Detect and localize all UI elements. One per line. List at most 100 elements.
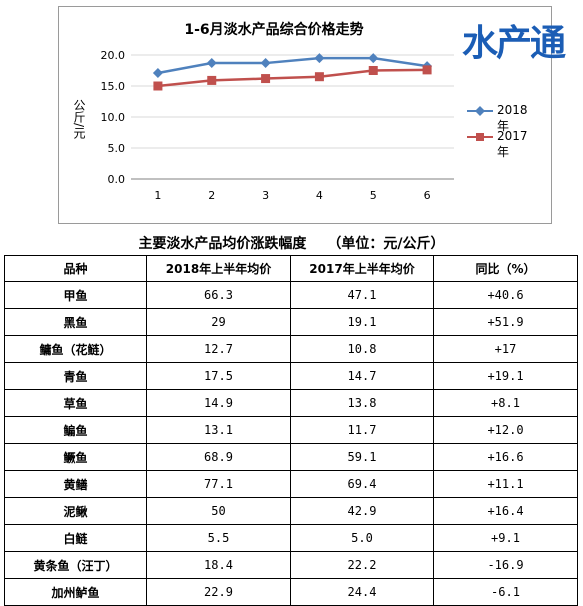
yoy-cell: -16.9 <box>433 551 578 579</box>
avg-2018-cell: 29 <box>146 308 291 336</box>
data-point-2017 <box>422 65 432 75</box>
data-point-2017 <box>368 66 378 75</box>
table-row: 鳊鱼 13.1 11.7 +12.0 <box>4 416 578 444</box>
legend-swatch-2018 <box>467 106 493 116</box>
y-tick-label: 15.0 <box>101 80 126 93</box>
table-row: 黄条鱼（汪丁） 18.4 22.2 -16.9 <box>4 551 578 579</box>
chart-title: 1-6月淡水产品综合价格走势 <box>184 22 364 38</box>
species-cell: 鳜鱼 <box>4 443 147 471</box>
legend-label-2018: 2018年 <box>497 103 528 133</box>
brand-logo: 水产通 <box>462 23 566 64</box>
y-tick-label: 10.0 <box>101 111 126 124</box>
data-point-2017 <box>207 75 217 85</box>
species-cell: 黑鱼 <box>4 308 147 336</box>
legend-label-2017: 2017年 <box>497 129 528 159</box>
avg-2018-cell: 5.5 <box>146 524 291 552</box>
species-cell: 加州鲈鱼 <box>4 578 147 606</box>
species-cell: 鳊鱼 <box>4 416 147 444</box>
yoy-cell: -6.1 <box>433 578 578 606</box>
yoy-cell: +11.1 <box>433 470 578 498</box>
species-cell: 泥鳅 <box>4 497 147 525</box>
x-tick-label: 1 <box>154 189 161 202</box>
series-line-1 <box>157 68 428 88</box>
yoy-cell: +40.6 <box>433 281 578 309</box>
x-tick-label: 3 <box>262 189 269 202</box>
avg-2018-cell: 22.9 <box>146 578 291 606</box>
x-tick-label: 2 <box>208 189 215 202</box>
species-cell: 青鱼 <box>4 362 147 390</box>
table-row: 加州鲈鱼 22.9 24.4 -6.1 <box>4 578 578 606</box>
yoy-cell: +12.0 <box>433 416 578 444</box>
x-tick-label: 5 <box>370 189 377 202</box>
table-row: 鳜鱼 68.9 59.1 +16.6 <box>4 443 578 471</box>
price-table-container: 品种 2018年上半年均价 2017年上半年均价 同比（%） 甲鱼 66.3 47.… <box>4 255 578 606</box>
species-cell: 黄条鱼（汪丁） <box>4 551 147 579</box>
avg-2018-cell: 13.1 <box>146 416 291 444</box>
data-point-2017 <box>153 81 163 91</box>
species-cell: 黄鳝 <box>4 470 147 498</box>
x-tick-label: 4 <box>316 189 323 202</box>
price-trend-chart: 0.0 5.0 10.0 15.0 20.0 1 2 3 4 5 6 1-6月淡水产品综合价格走势 … <box>58 6 552 224</box>
column-header-2017-avg: 2017年上半年均价 <box>290 255 434 282</box>
species-cell: 甲鱼 <box>4 281 147 309</box>
y-axis-label: 公斤/元 <box>72 99 86 140</box>
data-point-2018 <box>206 58 217 69</box>
avg-2017-cell: 42.9 <box>290 497 434 525</box>
yoy-cell: +17 <box>433 335 578 363</box>
data-point-2018 <box>260 58 271 69</box>
table-row: 泥鳅 50 42.9 +16.4 <box>4 497 578 525</box>
column-header-yoy: 同比（%） <box>433 255 578 282</box>
avg-2018-cell: 77.1 <box>146 470 291 498</box>
legend-swatch-2017 <box>467 133 493 141</box>
y-tick-label: 0.0 <box>108 173 126 186</box>
avg-2017-cell: 22.2 <box>290 551 434 579</box>
avg-2017-cell: 69.4 <box>290 470 434 498</box>
y-tick-label: 20.0 <box>101 49 126 62</box>
table-title: 主要淡水产品均价涨跌幅度 （单位：元/公斤） <box>138 236 445 252</box>
table-row: 鳙鱼（花鲢） 12.7 10.8 +17 <box>4 335 578 363</box>
y-tick-label: 5.0 <box>108 142 126 155</box>
yoy-cell: +9.1 <box>433 524 578 552</box>
yoy-cell: +19.1 <box>433 362 578 390</box>
avg-2017-cell: 10.8 <box>290 335 434 363</box>
table-row: 黄鳝 77.1 69.4 +11.1 <box>4 470 578 498</box>
avg-2017-cell: 5.0 <box>290 524 434 552</box>
avg-2018-cell: 50 <box>146 497 291 525</box>
table-row: 青鱼 17.5 14.7 +19.1 <box>4 362 578 390</box>
chart-canvas: 0.0 5.0 10.0 15.0 20.0 1 2 3 4 5 6 <box>101 49 454 202</box>
data-point-2018 <box>314 53 325 64</box>
avg-2018-cell: 18.4 <box>146 551 291 579</box>
table-row: 黑鱼 29 19.1 +51.9 <box>4 308 578 336</box>
yoy-cell: +16.4 <box>433 497 578 525</box>
avg-2017-cell: 14.7 <box>290 362 434 390</box>
avg-2018-cell: 12.7 <box>146 335 291 363</box>
data-point-2018 <box>368 53 379 64</box>
yoy-cell: +8.1 <box>433 389 578 417</box>
avg-2017-cell: 13.8 <box>290 389 434 417</box>
species-cell: 鳙鱼（花鲢） <box>4 335 147 363</box>
yoy-cell: +51.9 <box>433 308 578 336</box>
avg-2017-cell: 19.1 <box>290 308 434 336</box>
yoy-cell: +16.6 <box>433 443 578 471</box>
table-row: 甲鱼 66.3 47.1 +40.6 <box>4 281 578 309</box>
table-header-row: 品种 2018年上半年均价 2017年上半年均价 同比（%） <box>4 255 578 282</box>
avg-2017-cell: 24.4 <box>290 578 434 606</box>
column-header-species: 品种 <box>4 255 147 282</box>
avg-2018-cell: 17.5 <box>146 362 291 390</box>
column-header-2018-avg: 2018年上半年均价 <box>146 255 291 282</box>
avg-2018-cell: 66.3 <box>146 281 291 309</box>
data-point-2017 <box>261 74 271 84</box>
data-point-2018 <box>152 67 163 78</box>
avg-2017-cell: 47.1 <box>290 281 434 309</box>
data-point-2017 <box>314 72 324 82</box>
table-row: 草鱼 14.9 13.8 +8.1 <box>4 389 578 417</box>
x-tick-label: 6 <box>424 189 431 202</box>
table-row: 白鲢 5.5 5.0 +9.1 <box>4 524 578 552</box>
avg-2018-cell: 68.9 <box>146 443 291 471</box>
price-table: 品种 2018年上半年均价 2017年上半年均价 同比（%） 甲鱼 66.3 47.… <box>4 255 578 606</box>
avg-2017-cell: 59.1 <box>290 443 434 471</box>
series-line-0 <box>157 56 428 75</box>
species-cell: 白鲢 <box>4 524 147 552</box>
avg-2018-cell: 14.9 <box>146 389 291 417</box>
avg-2017-cell: 11.7 <box>290 416 434 444</box>
